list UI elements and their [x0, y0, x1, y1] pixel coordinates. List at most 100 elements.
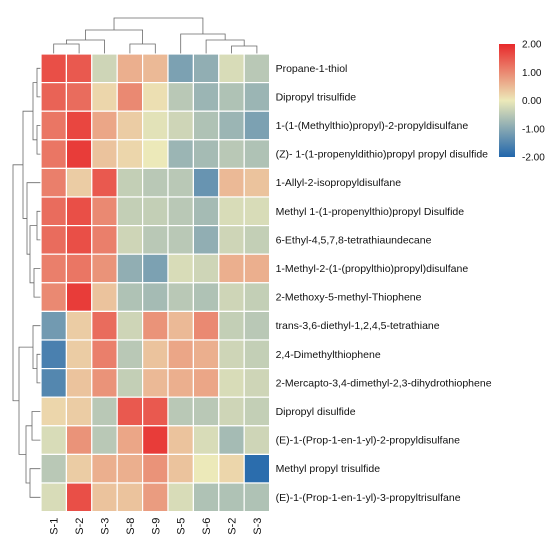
row-label: (E)-1-(Prop-1-en-1-yl)-2-propyldisulfane: [276, 435, 461, 447]
heatmap-cell: [40, 225, 67, 255]
row-label: trans-3,6-diethyl-1,2,4,5-tetrathiane: [276, 320, 440, 332]
heatmap-cell: [167, 253, 194, 284]
row-label: 6-Ethyl-4,5,7,8-tetrathiaundecane: [276, 234, 432, 246]
dendrogram-branch: [33, 268, 41, 298]
heatmap-cell: [116, 253, 144, 284]
heatmap-cell: [192, 396, 220, 427]
heatmap-cell: [243, 339, 271, 370]
dendrogram-branch: [12, 164, 23, 402]
column-label: S-8: [125, 518, 137, 535]
heatmap-cell: [192, 425, 220, 455]
heatmap-cell: [167, 282, 194, 312]
column-dendrogram: [53, 17, 258, 54]
column-label: S-3: [100, 518, 112, 535]
heatmap-cell: [91, 282, 118, 312]
row-label: 2,4-Dimethylthiophene: [276, 349, 381, 361]
dendrogram-branch: [180, 33, 226, 54]
heatmap-cell: [167, 396, 194, 427]
heatmap-cell: [116, 196, 144, 227]
row-label: Dipropyl trisulfide: [276, 91, 357, 103]
heatmap-cell: [142, 253, 169, 284]
heatmap-cell: [218, 425, 245, 455]
heatmap-cell: [40, 453, 67, 484]
heatmap-cell: [116, 339, 144, 370]
heatmap-cell: [142, 167, 169, 198]
heatmap-cell: [40, 396, 67, 427]
row-labels: Propane-1-thiol Dipropyl trisulfide 1-(1-(…: [276, 63, 492, 504]
heatmap-cell: [243, 253, 271, 284]
heatmap-cell: [91, 110, 118, 141]
heatmap-cell: [218, 482, 245, 513]
heatmap-cell: [167, 196, 194, 227]
column-label: S-9: [150, 518, 162, 535]
heatmap-cell: [65, 310, 93, 341]
column-label: S-6: [201, 518, 213, 535]
heatmap-cell: [142, 368, 169, 398]
heatmap-cell: [192, 339, 220, 370]
heatmap-cell: [167, 339, 194, 370]
heatmap-cell: [218, 53, 245, 84]
heatmap-cell: [243, 368, 271, 398]
heatmap-cell: [243, 310, 271, 341]
dendrogram-branch: [32, 82, 37, 141]
heatmap-cell: [192, 453, 220, 484]
column-label: S-5: [176, 518, 188, 535]
heatmap-cell: [116, 53, 144, 84]
dendrogram-branch: [26, 182, 41, 255]
legend-tick-label: 1.00: [522, 68, 542, 79]
heatmap-cell: [40, 339, 67, 370]
heatmap-cell: [218, 339, 245, 370]
heatmap-cell: [91, 253, 118, 284]
dendrogram-branch: [205, 39, 245, 54]
legend-color-bar: [499, 44, 515, 157]
heatmap-cell: [91, 425, 118, 455]
heatmap-cell: [40, 482, 67, 513]
heatmap-cell: [116, 110, 144, 141]
dendrogram-branch: [129, 43, 156, 54]
heatmap-cell: [243, 81, 271, 112]
dendrogram-branch: [25, 425, 32, 484]
heatmap-cell: [243, 53, 271, 84]
heatmap-cell: [192, 139, 220, 170]
heatmap-cell: [65, 482, 93, 513]
legend-tick-label: 2.00: [522, 40, 542, 51]
heatmap-cell: [167, 167, 194, 198]
dendrogram-branch: [29, 225, 37, 284]
heatmap-cell: [91, 368, 118, 398]
heatmap-cell: [65, 81, 93, 112]
heatmap-cell: [91, 196, 118, 227]
heatmap-cell: [65, 453, 93, 484]
heatmap-cell: [167, 53, 194, 84]
dendrogram-branch: [113, 17, 204, 34]
heatmap-cell: [91, 81, 118, 112]
heatmap-cell: [243, 282, 271, 312]
heatmap-cell: [116, 425, 144, 455]
column-label: S-3: [252, 518, 264, 535]
heatmap-cell: [142, 139, 169, 170]
heatmap-cell: [116, 396, 144, 427]
legend-tick-label: -2.00: [522, 153, 545, 164]
heatmap-cell: [218, 453, 245, 484]
heatmap-cell: [91, 482, 118, 513]
heatmap-cell: [243, 139, 271, 170]
heatmap-cell: [243, 225, 271, 255]
dendrogram-branch: [66, 39, 105, 54]
heatmap-cell: [65, 339, 93, 370]
heatmap-cell: [243, 110, 271, 141]
heatmap-cell: [142, 396, 169, 427]
heatmap-cell: [91, 453, 118, 484]
heatmap-cell: [116, 81, 144, 112]
heatmap-cell: [65, 282, 93, 312]
heatmap-cell: [167, 368, 194, 398]
heatmap-cell: [40, 368, 67, 398]
heatmap-cell: [142, 425, 169, 455]
heatmap-cell: [40, 139, 67, 170]
heatmap-cell: [142, 339, 169, 370]
heatmap-cell: [243, 196, 271, 227]
heatmap-cell: [192, 253, 220, 284]
heatmap-cell: [218, 167, 245, 198]
heatmap-cell: [142, 310, 169, 341]
dendrogram-branch: [85, 29, 143, 44]
heatmap-cell: [243, 396, 271, 427]
